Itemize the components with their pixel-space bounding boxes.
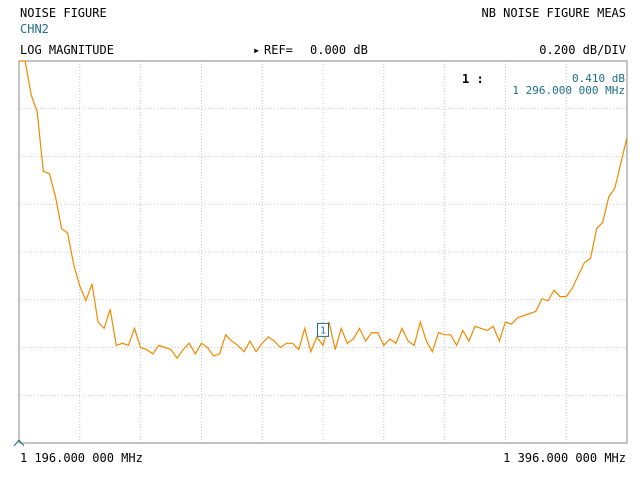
marker-1-box[interactable] bbox=[317, 322, 329, 337]
marker-frequency: 1 296.000 000 MHz bbox=[512, 84, 625, 97]
channel-label[interactable]: CHN2 bbox=[20, 22, 49, 36]
measurement-mode: NB NOISE FIGURE MEAS bbox=[481, 6, 627, 20]
scale-per-division[interactable]: 0.200 dB/DIV bbox=[539, 43, 626, 57]
marker-index: 1 : bbox=[462, 72, 484, 86]
graticule-frame bbox=[18, 60, 628, 444]
format-label[interactable]: LOG MAGNITUDE bbox=[20, 43, 114, 57]
start-point-marker bbox=[13, 439, 25, 447]
marker-1-box-label: 1 bbox=[320, 325, 326, 336]
start-frequency[interactable]: 1 196.000 000 MHz bbox=[20, 451, 143, 465]
marker-1[interactable]: 1 bbox=[317, 322, 329, 337]
reference-pointer-icon: ▸ bbox=[253, 43, 261, 57]
measurement-title: NOISE FIGURE bbox=[20, 6, 107, 20]
graticule bbox=[18, 60, 628, 444]
reference-value[interactable]: 0.000 dB bbox=[310, 43, 368, 57]
reference-label: REF= bbox=[264, 43, 293, 57]
noise-figure-trace bbox=[19, 60, 628, 360]
marker-value: 0.410 dB bbox=[572, 72, 625, 85]
stop-frequency[interactable]: 1 396.000 000 MHz bbox=[503, 451, 626, 465]
